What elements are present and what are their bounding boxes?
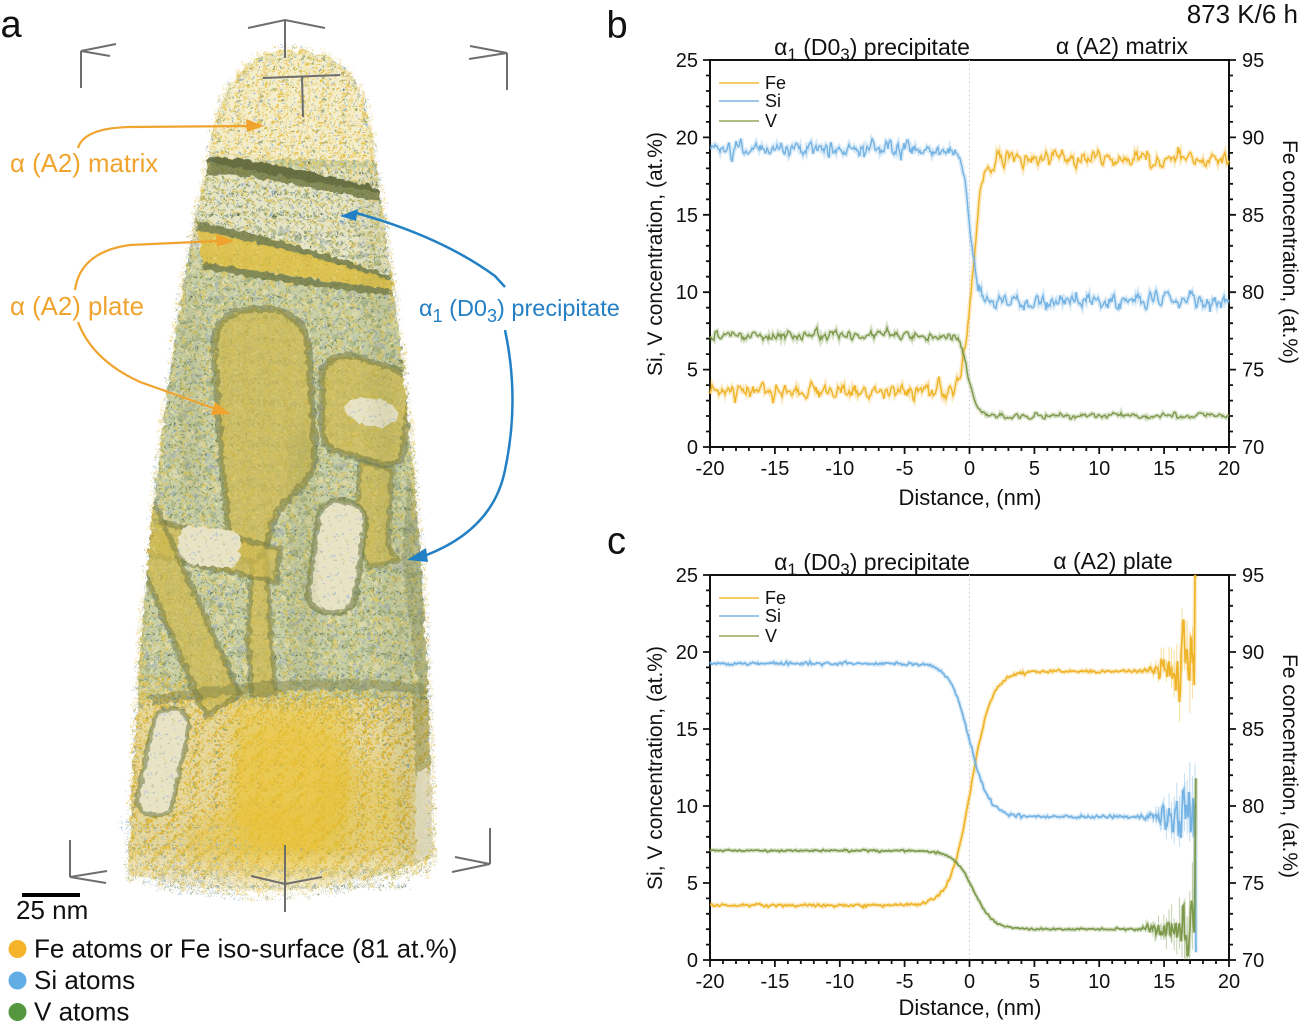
svg-text:85: 85	[1242, 719, 1264, 741]
svg-text:α (A2) plate: α (A2) plate	[1053, 548, 1172, 574]
svg-text:20: 20	[1218, 458, 1240, 480]
svg-text:Si atoms: Si atoms	[34, 965, 135, 995]
svg-text:α1 (D03) precipitate: α1 (D03) precipitate	[419, 295, 620, 326]
svg-text:0: 0	[687, 950, 698, 972]
svg-text:V: V	[765, 626, 777, 646]
svg-text:10: 10	[1088, 458, 1110, 480]
svg-text:5: 5	[687, 360, 698, 382]
svg-text:α1 (D03) precipitate: α1 (D03) precipitate	[774, 34, 970, 64]
svg-text:-5: -5	[896, 458, 914, 480]
svg-text:10: 10	[676, 282, 698, 304]
svg-text:95: 95	[1242, 50, 1264, 72]
svg-text:-10: -10	[825, 971, 854, 993]
svg-text:Distance, (nm): Distance, (nm)	[898, 485, 1041, 510]
svg-text:-10: -10	[825, 458, 854, 480]
svg-text:-20: -20	[696, 458, 725, 480]
svg-text:15: 15	[1153, 458, 1175, 480]
svg-text:25 nm: 25 nm	[16, 895, 88, 925]
svg-text:Fe: Fe	[765, 588, 786, 608]
svg-text:Si, V concentration, (at.%): Si, V concentration, (at.%)	[644, 132, 667, 376]
svg-text:α1 (D03) precipitate: α1 (D03) precipitate	[774, 549, 970, 579]
svg-text:20: 20	[1218, 971, 1240, 993]
svg-text:5: 5	[1029, 458, 1040, 480]
svg-text:Fe atoms or Fe iso-surface (81: Fe atoms or Fe iso-surface (81 at.%)	[34, 934, 457, 964]
svg-text:75: 75	[1242, 873, 1264, 895]
svg-text:b: b	[607, 5, 628, 47]
svg-text:-20: -20	[696, 971, 725, 993]
svg-text:20: 20	[676, 642, 698, 664]
svg-text:90: 90	[1242, 642, 1264, 664]
svg-text:0: 0	[687, 437, 698, 459]
svg-text:80: 80	[1242, 796, 1264, 818]
svg-text:-5: -5	[896, 971, 914, 993]
svg-text:Fe concentration, (at.%): Fe concentration, (at.%)	[1278, 654, 1300, 878]
svg-text:α (A2) plate: α (A2) plate	[10, 293, 144, 321]
svg-text:15: 15	[676, 205, 698, 227]
svg-text:95: 95	[1242, 565, 1264, 587]
svg-text:85: 85	[1242, 205, 1264, 227]
svg-text:α (A2) matrix: α (A2) matrix	[10, 150, 158, 178]
svg-text:25: 25	[676, 50, 698, 72]
svg-text:75: 75	[1242, 360, 1264, 382]
svg-text:α (A2) matrix: α (A2) matrix	[1056, 33, 1189, 59]
svg-text:-15: -15	[760, 971, 789, 993]
svg-text:90: 90	[1242, 127, 1264, 149]
svg-text:Si: Si	[765, 91, 781, 111]
svg-text:873 K/6 h: 873 K/6 h	[1187, 0, 1298, 29]
svg-text:Fe: Fe	[765, 73, 786, 93]
svg-text:Distance, (nm): Distance, (nm)	[898, 995, 1041, 1020]
svg-text:25: 25	[676, 565, 698, 587]
svg-text:5: 5	[1029, 971, 1040, 993]
svg-text:0: 0	[964, 458, 975, 480]
svg-text:a: a	[1, 4, 23, 46]
svg-text:Fe concentration, (at.%): Fe concentration, (at.%)	[1278, 140, 1300, 364]
svg-text:Si: Si	[765, 606, 781, 626]
svg-text:Si, V concentration, (at.%): Si, V concentration, (at.%)	[644, 646, 667, 890]
svg-text:V: V	[765, 111, 777, 131]
svg-text:V atoms: V atoms	[34, 997, 129, 1027]
svg-text:15: 15	[676, 719, 698, 741]
svg-text:c: c	[607, 521, 626, 563]
svg-text:80: 80	[1242, 282, 1264, 304]
svg-text:70: 70	[1242, 437, 1264, 459]
svg-text:10: 10	[1088, 971, 1110, 993]
svg-text:5: 5	[687, 873, 698, 895]
svg-text:0: 0	[964, 971, 975, 993]
svg-text:10: 10	[676, 796, 698, 818]
svg-text:20: 20	[676, 127, 698, 149]
svg-text:70: 70	[1242, 950, 1264, 972]
svg-text:15: 15	[1153, 971, 1175, 993]
svg-text:-15: -15	[760, 458, 789, 480]
